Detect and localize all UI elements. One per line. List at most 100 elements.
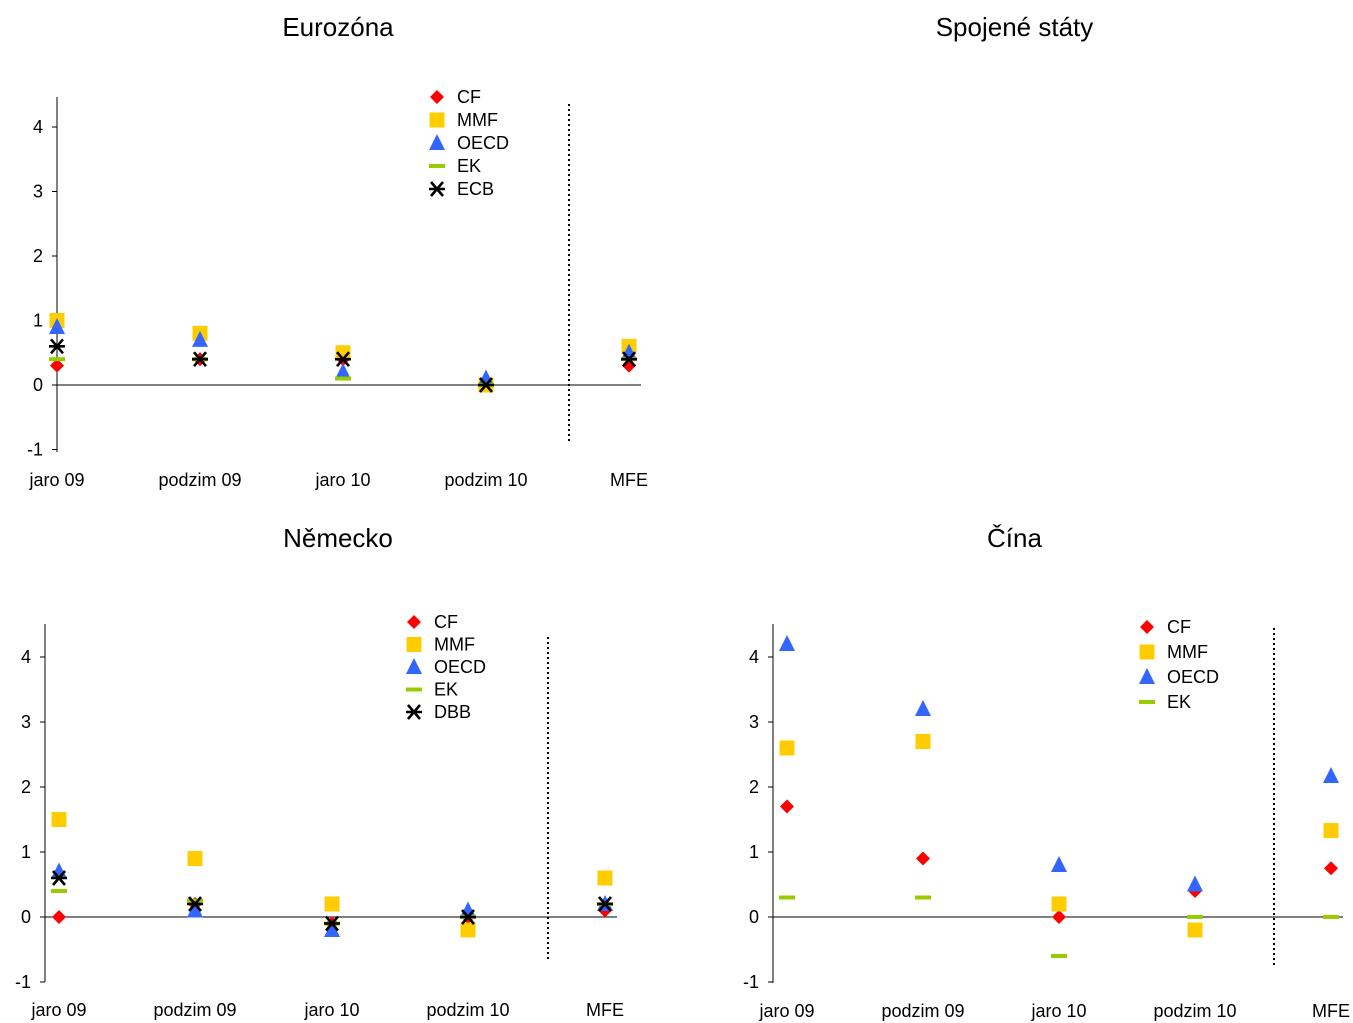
data-point-ecb (621, 351, 637, 368)
data-point-oecd (1323, 766, 1339, 783)
x-tick-label: jaro 09 (758, 1001, 814, 1021)
legend-marker-dbb (406, 704, 422, 720)
y-tick-label: 3 (21, 712, 31, 732)
data-point-oecd (49, 317, 65, 334)
x-tick-label: jaro 10 (303, 1000, 359, 1020)
data-point-dbb (597, 896, 613, 912)
legend-label: DBB (434, 702, 471, 722)
legend-label: CF (1167, 617, 1191, 637)
chart-title: Spojené státy (935, 12, 1094, 42)
legend-label: ECB (457, 179, 494, 199)
x-tick-label: podzim 09 (881, 1001, 964, 1021)
chart-title: Čína (987, 523, 1042, 553)
y-tick-label: 1 (33, 311, 43, 331)
y-tick-label: 0 (33, 375, 43, 395)
data-point-mmf (51, 812, 67, 827)
data-point-cf (780, 799, 794, 814)
legend-marker-cf (430, 90, 444, 104)
x-tick-label: jaro 09 (28, 470, 84, 490)
legend-label: OECD (1167, 667, 1219, 687)
legend-label: MMF (457, 110, 498, 130)
chart-plot: -1 0 1 2 3 4 jaro 09 podzim 09 jaro 10 podzim 10 M… (743, 617, 1350, 1021)
data-point-mmf (1051, 896, 1067, 912)
x-tick-label: podzim 09 (153, 1000, 236, 1020)
legend-label: MMF (1167, 642, 1208, 662)
legend-label: EK (434, 680, 458, 700)
chart-panel-germany: Německo -1 0 1 2 3 4 jaro 09 podzim 09 jaro 10 po… (0, 511, 676, 1023)
legend-marker-cf (1140, 620, 1154, 634)
x-tick-label: podzim 09 (158, 470, 241, 490)
data-point-mmf (1187, 922, 1203, 938)
y-tick-label: 3 (749, 712, 759, 732)
y-tick-label: 4 (21, 647, 31, 667)
data-point-oecd (335, 363, 351, 380)
data-point-dbb (324, 915, 340, 932)
data-point-mmf (915, 734, 931, 749)
legend-marker-mmf (429, 112, 445, 128)
x-tick-label: jaro 10 (1030, 1001, 1086, 1021)
data-point-oecd (192, 330, 208, 347)
y-tick-label: 3 (33, 182, 43, 202)
y-tick-label: -1 (743, 972, 759, 992)
data-point-mmf (324, 896, 340, 912)
legend-marker-cf (407, 615, 421, 629)
data-point-ecb (192, 351, 208, 368)
legend-marker-oecd (429, 134, 445, 150)
x-tick-label: podzim 10 (444, 470, 527, 490)
data-point-cf (52, 910, 66, 924)
y-tick-label: 4 (749, 647, 759, 667)
data-point-cf (916, 851, 930, 866)
x-tick-label: jaro 10 (314, 470, 370, 490)
x-tick-label: MFE (586, 1000, 624, 1020)
data-point-mmf (597, 870, 613, 886)
data-point-oecd (324, 921, 340, 937)
chart-plot: -1 0 1 2 3 4 jaro 09 podzim 09 jaro 10 podzim 10 M… (15, 612, 624, 1020)
legend-label: CF (434, 612, 458, 632)
data-point-ecb (335, 351, 351, 368)
chart-panel-eurozone: Eurozóna -1 0 1 2 3 4 jaro 09 podzim 09 jaro 10 p… (0, 0, 676, 512)
chart-title: Eurozóna (282, 12, 394, 42)
data-point-mmf (779, 740, 795, 756)
legend-label: OECD (434, 657, 486, 677)
x-tick-label: jaro 09 (30, 1000, 86, 1020)
y-tick-label: 4 (33, 117, 43, 137)
chart-title: Německo (283, 523, 393, 553)
y-tick-label: -1 (27, 440, 43, 460)
data-point-mmf (460, 922, 476, 938)
y-tick-label: 2 (21, 777, 31, 797)
chart-plot: -1 0 1 2 3 4 jaro 09 podzim 09 jaro 10 podzim 10 M… (27, 87, 648, 490)
y-tick-label: 1 (749, 842, 759, 862)
data-point-mmf (187, 851, 203, 866)
data-point-dbb (460, 909, 476, 925)
legend-label: MMF (434, 635, 475, 655)
legend-marker-ecb (429, 181, 445, 197)
y-tick-label: 0 (749, 907, 759, 927)
legend-label: EK (1167, 692, 1191, 712)
data-point-dbb (187, 896, 203, 912)
x-tick-label: podzim 10 (1153, 1001, 1236, 1021)
legend-marker-mmf (1139, 644, 1155, 660)
data-point-mmf (1323, 823, 1339, 839)
y-tick-label: 2 (749, 777, 759, 797)
data-point-cf (1052, 910, 1066, 924)
x-tick-label: podzim 10 (426, 1000, 509, 1020)
data-point-oecd (1051, 856, 1067, 872)
y-tick-label: 1 (21, 842, 31, 862)
data-point-oecd (1187, 875, 1203, 892)
data-point-cf (1324, 861, 1338, 876)
y-tick-label: 0 (21, 907, 31, 927)
data-point-oecd (187, 901, 203, 918)
data-point-cf (50, 358, 64, 373)
y-tick-label: 2 (33, 246, 43, 266)
x-tick-label: MFE (1312, 1001, 1350, 1021)
data-point-oecd (915, 700, 931, 716)
data-point-ecb (478, 377, 494, 393)
legend-marker-oecd (1139, 668, 1155, 684)
y-tick-label: -1 (15, 972, 31, 992)
x-tick-label: MFE (610, 470, 648, 490)
legend-label: OECD (457, 133, 509, 153)
data-point-dbb (51, 870, 67, 886)
legend-marker-mmf (406, 637, 422, 652)
legend-marker-oecd (406, 658, 422, 674)
